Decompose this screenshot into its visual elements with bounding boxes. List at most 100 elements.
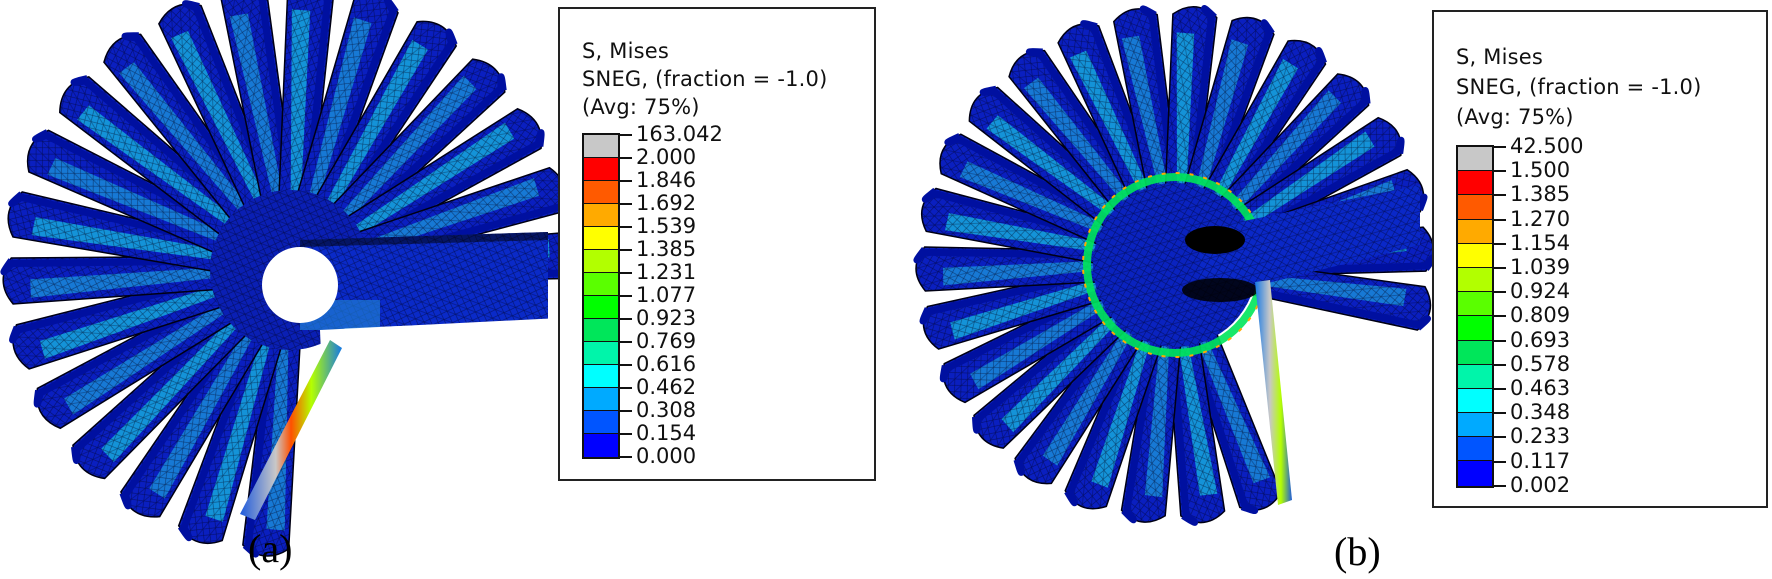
legend-swatch (1458, 171, 1492, 196)
contour-legend-b: S, Mises SNEG, (fraction = -1.0) (Avg: 75%… (1432, 10, 1768, 508)
gear-tooth (119, 310, 273, 518)
gear-tooth (1213, 73, 1371, 228)
panel-a-caption: (a) (248, 526, 293, 571)
legend-title-line: (Avg: 75%) (582, 95, 700, 119)
legend-tick (620, 364, 632, 366)
gear-tooth (971, 299, 1135, 449)
gear-b-bore-shadow (1185, 226, 1245, 254)
legend-tick-label: 1.385 (1510, 182, 1571, 207)
legend-swatch (1458, 413, 1492, 438)
gear-tooth (277, 0, 335, 213)
legend-tick (1494, 194, 1506, 197)
legend-tick-label: 0.308 (636, 398, 697, 422)
legend-tick-label: 0.117 (1510, 448, 1571, 473)
legend-tick (1494, 363, 1506, 366)
legend-swatch (1458, 388, 1492, 414)
legend-tick (1494, 218, 1506, 221)
gear-tooth (1243, 226, 1437, 277)
legend-swatch (584, 388, 618, 411)
fea-gear-model-a (0, 0, 560, 579)
gear-tooth (1008, 48, 1147, 219)
legend-swatch (584, 250, 618, 273)
gear-b-cut-section (1200, 185, 1420, 285)
gear-b-hub-mesh (1093, 183, 1257, 347)
legend-swatch (1458, 437, 1492, 462)
legend-swatch (584, 365, 618, 388)
legend-swatch (584, 411, 618, 434)
legend-tick-label: 1.846 (636, 168, 697, 192)
legend-swatch (584, 319, 618, 342)
legend-tick-label: 1.539 (636, 214, 697, 238)
legend-tick-label: 0.000 (636, 444, 697, 468)
gear-tooth (919, 266, 1113, 350)
legend-tick-label: 1.500 (1510, 158, 1571, 183)
legend-tick-label: 2.000 (636, 145, 697, 169)
legend-tick (1494, 388, 1506, 390)
legend-tick-label: 0.462 (636, 375, 697, 399)
legend-title-line: S, Mises (582, 39, 670, 63)
legend-tick (620, 249, 632, 251)
legend-swatch (1458, 292, 1492, 317)
gear-tooth (306, 20, 458, 229)
gear-tooth (1166, 332, 1226, 526)
gear-a-stressed-rim (240, 340, 342, 520)
legend-tick (620, 134, 632, 136)
gear-tooth (1112, 5, 1180, 200)
legend-tick (620, 410, 632, 412)
legend-tick (1494, 146, 1506, 148)
gear-a-teeth (0, 0, 560, 558)
legend-tick (620, 387, 632, 389)
gear-b-stressed-rim (1255, 280, 1292, 505)
legend-tick (1494, 412, 1506, 415)
legend-tick (620, 456, 632, 458)
legend-tick (620, 341, 632, 343)
panel-b-caption: (b) (1334, 529, 1381, 574)
gear-b-hub (1093, 183, 1257, 347)
legend-tick-label: 1.039 (1510, 255, 1571, 279)
legend-swatch (584, 135, 618, 158)
gear-tooth (220, 0, 297, 215)
gear-tooth (939, 283, 1122, 404)
gear-tooth (1236, 168, 1428, 260)
gear-b-teeth (913, 5, 1437, 526)
gear-tooth (1181, 16, 1275, 205)
legend-tick-label: 1.154 (1510, 230, 1571, 255)
contour-legend-a: S, Mises SNEG, (fraction = -1.0) (Avg: 75%… (558, 7, 876, 481)
legend-tick (1494, 291, 1506, 294)
legend-swatch (584, 158, 618, 181)
legend-tick-label: 0.578 (1510, 351, 1571, 376)
legend-swatch (584, 296, 618, 319)
legend-tick-label: 1.231 (636, 260, 697, 284)
gear-tooth (1240, 261, 1432, 331)
legend-tick-label: 0.924 (1510, 279, 1571, 304)
gear-tooth (1197, 39, 1327, 215)
legend-tick (1494, 436, 1506, 439)
gear-tooth (103, 32, 268, 233)
legend-tick (1494, 315, 1506, 318)
gear-b-cut-section-mesh (1200, 185, 1420, 285)
legend-tick-label: 1.270 (1510, 206, 1571, 231)
gear-tooth (1013, 312, 1150, 485)
legend-tick (1494, 339, 1506, 342)
legend-tick (620, 318, 632, 320)
legend-tick-label: 0.002 (1510, 472, 1571, 497)
gear-tooth (9, 270, 238, 370)
legend-title-line: (Avg: 75%) (1456, 105, 1574, 129)
legend-tick-label: 0.348 (1510, 400, 1571, 425)
gear-tooth (320, 58, 507, 241)
gear-a-bore (262, 247, 338, 323)
legend-tick-label: 0.463 (1510, 376, 1571, 400)
legend-tick (1494, 484, 1506, 487)
legend-tick (620, 157, 632, 159)
legend-swatch (584, 273, 618, 296)
legend-tick (1494, 242, 1506, 245)
gear-a-cutaway (320, 318, 560, 579)
legend-swatch (584, 181, 618, 204)
legend-tick-label: 0.693 (1510, 327, 1571, 352)
legend-title-line: S, Mises (1456, 45, 1544, 69)
gear-tooth (158, 0, 283, 223)
legend-tick-label: 0.769 (636, 329, 697, 353)
legend-tick (620, 272, 632, 274)
legend-tick-label: 1.692 (636, 191, 697, 215)
gear-tooth (939, 133, 1121, 249)
